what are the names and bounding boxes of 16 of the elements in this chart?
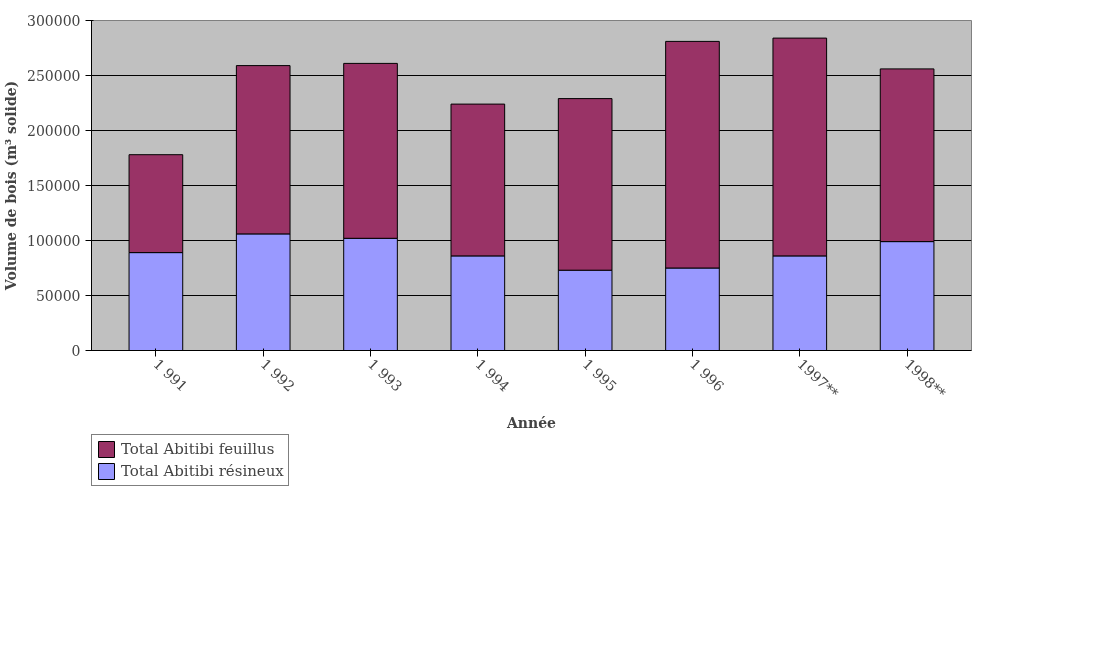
y-tick-label: 200000	[27, 123, 81, 139]
y-tick-label: 0	[71, 343, 81, 359]
x-tick-label: 1 996	[687, 355, 728, 395]
y-tick-label: 100000	[27, 233, 81, 249]
legend-label: Total Abitibi feuillus	[121, 440, 275, 458]
y-tick-label: 250000	[27, 68, 81, 84]
x-axis-title: Année	[505, 415, 557, 432]
x-tick-label: 1 991	[150, 355, 191, 395]
y-tick-label: 150000	[27, 178, 81, 194]
x-tick-label: 1 995	[579, 355, 620, 395]
y-tick-label: 50000	[35, 288, 81, 304]
legend-label: Total Abitibi résineux	[121, 462, 284, 480]
x-tick-label: 1 992	[257, 355, 298, 395]
x-tick-label: 1 993	[365, 355, 406, 395]
y-tick-label: 300000	[27, 13, 81, 29]
y-axis-title: Volume de bois (m³ solide)	[3, 80, 20, 292]
